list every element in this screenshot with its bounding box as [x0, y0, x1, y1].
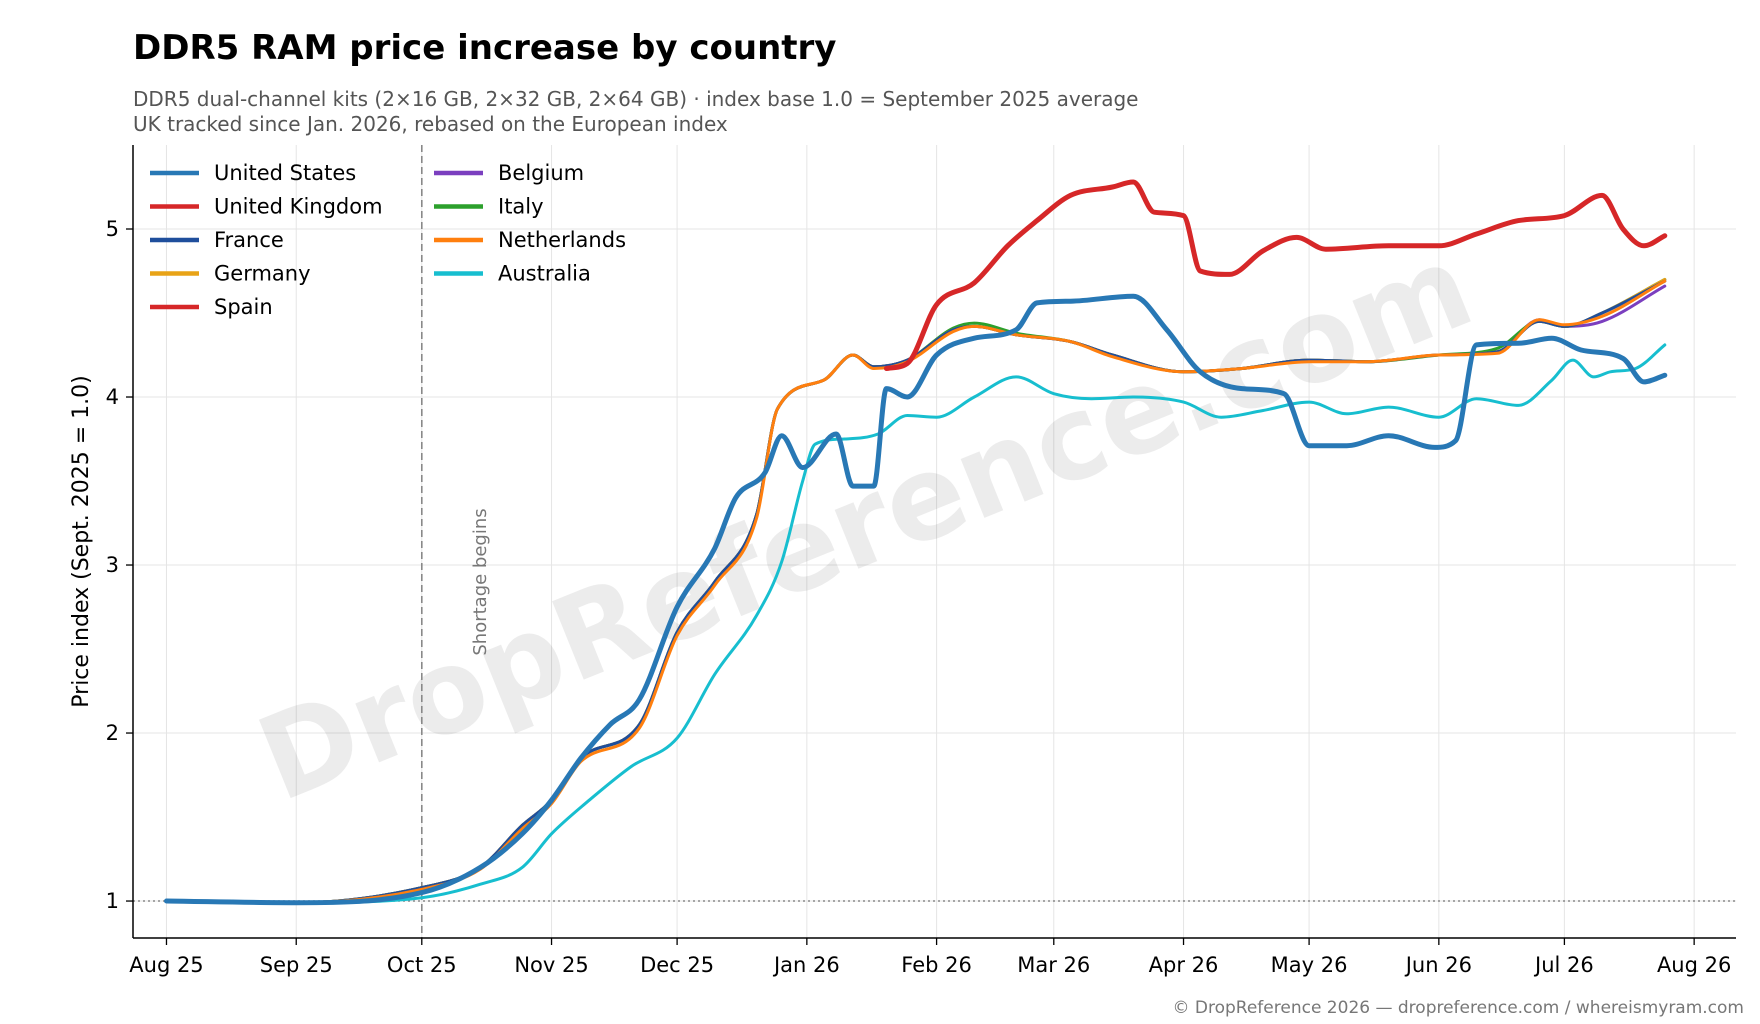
legend-label-australia: Australia	[498, 262, 591, 286]
x-tick-label: Jul 26	[1533, 953, 1594, 977]
series-line-united-states	[164, 293, 1668, 906]
x-tick-label: Sep 25	[260, 953, 333, 977]
x-tick-label: Aug 26	[1657, 953, 1731, 977]
legend-label-germany: Germany	[214, 262, 311, 286]
chart-subtitle: DDR5 dual-channel kits (2×16 GB, 2×32 GB…	[133, 87, 1139, 137]
legend-label-united-kingdom: United Kingdom	[214, 195, 383, 219]
legend-label-france: France	[214, 228, 284, 252]
x-tick-label: Jan 26	[772, 953, 840, 977]
chart-title: DDR5 RAM price increase by country	[133, 28, 837, 68]
subtitle-line-2: UK tracked since Jan. 2026, rebased on t…	[133, 112, 728, 136]
x-tick-label: Mar 26	[1017, 953, 1090, 977]
y-tick-label: 2	[106, 721, 119, 745]
y-tick-label: 1	[106, 889, 119, 913]
x-tick-label: Jun 26	[1404, 953, 1472, 977]
legend: United States United Kingdom France Germany…	[150, 161, 626, 319]
x-tick-label: Apr 26	[1149, 953, 1219, 977]
x-tick-label: Aug 25	[129, 953, 203, 977]
x-tick-label: Nov 25	[514, 953, 588, 977]
y-tick-label: 4	[106, 385, 119, 409]
series-line-united-kingdom	[883, 179, 1668, 371]
series-line-australia	[165, 343, 1667, 905]
series-line-germany	[165, 277, 1667, 905]
legend-label-netherlands: Netherlands	[498, 228, 626, 252]
shortage-label: Shortage begins	[470, 508, 491, 655]
watermark: DropReference.com	[241, 219, 1490, 828]
series-lines	[164, 179, 1668, 906]
y-axis-label: Price index (Sept. 2025 = 1.0)	[69, 375, 94, 707]
credit-footer: © DropReference 2026 — dropreference.com…	[1172, 998, 1745, 1018]
y-tick-label: 5	[106, 217, 119, 241]
series-line-italy	[165, 277, 1667, 905]
legend-label-spain: Spain	[214, 295, 273, 319]
x-tick-label: Feb 26	[901, 953, 972, 977]
series-line-france	[165, 279, 1667, 905]
series-line-belgium	[165, 284, 1667, 905]
x-tick-label: Oct 25	[387, 953, 457, 977]
x-tick-label: May 26	[1271, 953, 1348, 977]
series-line-netherlands	[165, 279, 1667, 905]
legend-label-italy: Italy	[498, 195, 544, 219]
legend-label-united-states: United States	[214, 161, 356, 185]
legend-label-belgium: Belgium	[498, 161, 584, 185]
subtitle-line-1: DDR5 dual-channel kits (2×16 GB, 2×32 GB…	[133, 87, 1139, 111]
x-tick-label: Dec 25	[640, 953, 714, 977]
y-tick-label: 3	[106, 553, 119, 577]
annotations: Shortage begins	[133, 145, 1736, 938]
axes: Aug 25 Sep 25 Oct 25 Nov 25 Dec 25 Jan 26 Feb …	[69, 145, 1736, 977]
